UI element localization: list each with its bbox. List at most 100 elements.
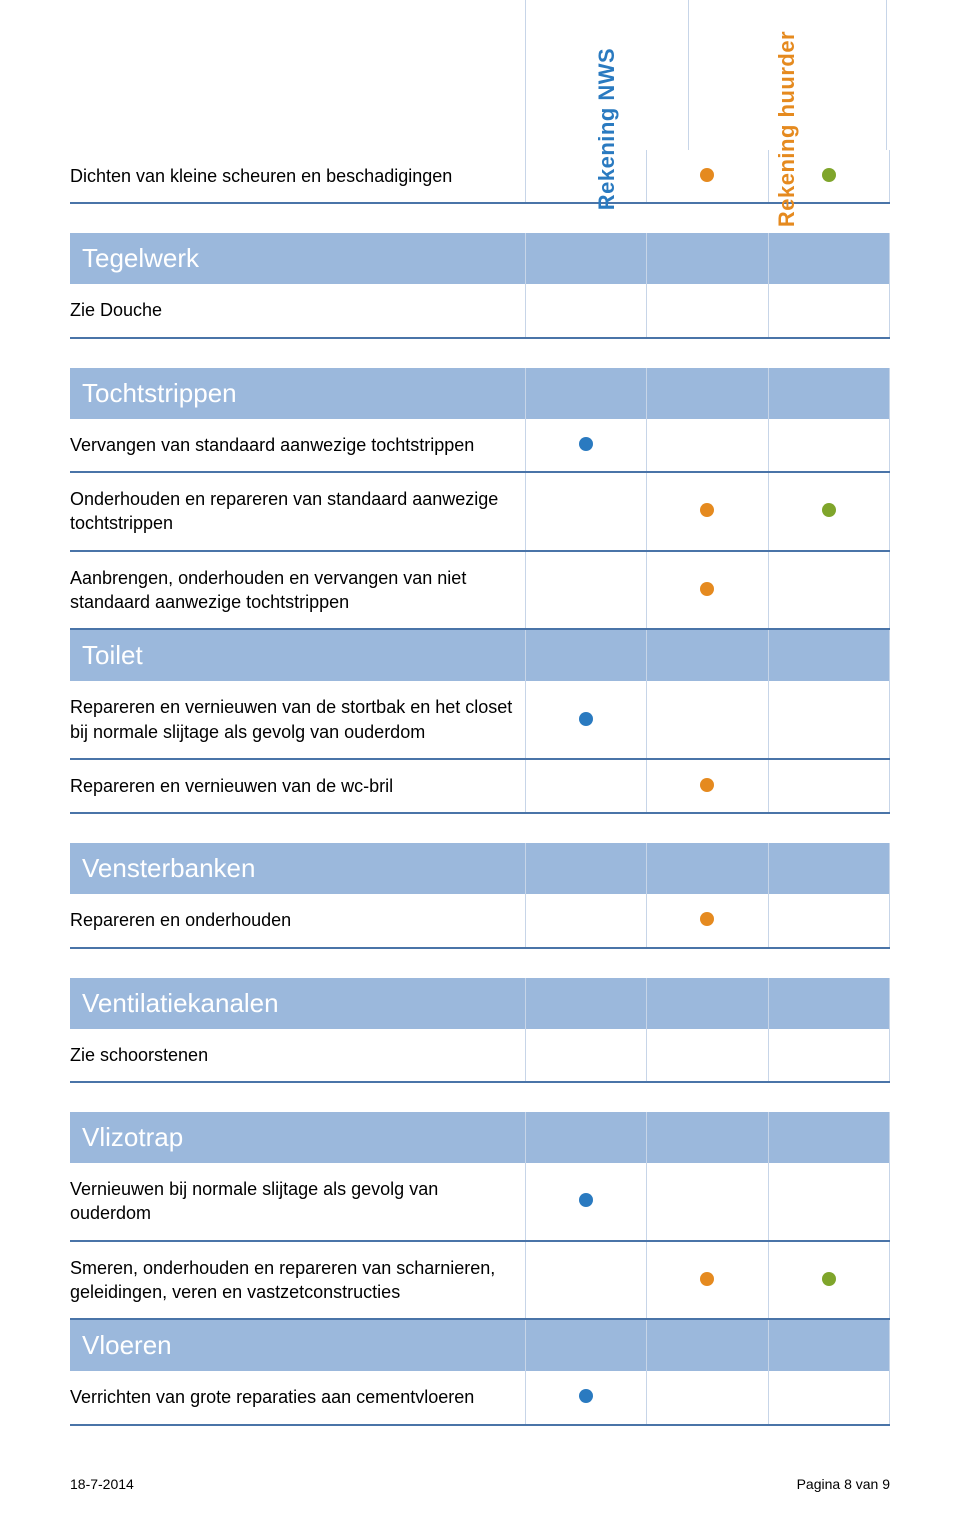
mark-cell: [768, 681, 890, 758]
row-gap: [70, 948, 890, 978]
row-description: Onderhouden en repareren van standaard a…: [70, 472, 525, 550]
mark-cell: [525, 284, 647, 336]
section-mark-cell: [768, 978, 890, 1029]
row-description: Dichten van kleine scheuren en beschadig…: [70, 150, 525, 202]
mark-cell: [768, 419, 890, 471]
table-row: Onderhouden en repareren van standaard a…: [70, 472, 890, 550]
mark-cell: [525, 472, 647, 550]
mark-cell: [768, 472, 890, 550]
section-header: Tegelwerk: [70, 233, 890, 284]
mark-cell: [647, 759, 769, 812]
column-headers: Rekening NWS Rekening huurder Service ab…: [70, 0, 890, 150]
dot-icon: [822, 168, 836, 182]
row-description: Vervangen van standaard aanwezige tochts…: [70, 419, 525, 471]
row-description: Verrichten van grote reparaties aan ceme…: [70, 1371, 525, 1423]
dot-icon: [579, 1193, 593, 1207]
mark-cell: [768, 284, 890, 336]
row-description: Zie Douche: [70, 284, 525, 336]
maintenance-table: Dichten van kleine scheuren en beschadig…: [70, 150, 890, 1426]
row-gap: [70, 1082, 890, 1112]
mark-cell: [647, 894, 769, 946]
table-row: Vernieuwen bij normale slijtage als gevo…: [70, 1163, 890, 1240]
mark-cell: [768, 894, 890, 946]
mark-cell: [768, 1029, 890, 1081]
dot-icon: [700, 503, 714, 517]
section-mark-cell: [647, 629, 769, 681]
section-header: Vloeren: [70, 1319, 890, 1371]
table-row: Zie schoorstenen: [70, 1029, 890, 1081]
mark-cell: [525, 1241, 647, 1319]
dot-icon: [579, 1389, 593, 1403]
section-title: Tegelwerk: [70, 233, 525, 284]
row-description: Repareren en vernieuwen van de wc-bril: [70, 759, 525, 812]
dot-icon: [700, 1272, 714, 1286]
table-row: Aanbrengen, onderhouden en vervangen van…: [70, 551, 890, 629]
mark-cell: [647, 1029, 769, 1081]
mark-cell: [525, 759, 647, 812]
section-title: Vloeren: [70, 1319, 525, 1371]
table-row: Repareren en vernieuwen van de wc-bril: [70, 759, 890, 812]
table-row: Zie Douche: [70, 284, 890, 336]
section-header: Vensterbanken: [70, 843, 890, 894]
mark-cell: [647, 284, 769, 336]
section-mark-cell: [647, 368, 769, 419]
section-mark-cell: [647, 843, 769, 894]
mark-cell: [525, 419, 647, 471]
section-mark-cell: [647, 978, 769, 1029]
dot-icon: [579, 712, 593, 726]
section-mark-cell: [525, 629, 647, 681]
section-header: Vlizotrap: [70, 1112, 890, 1163]
mark-cell: [647, 1371, 769, 1423]
section-header: Tochtstrippen: [70, 368, 890, 419]
row-description: Aanbrengen, onderhouden en vervangen van…: [70, 551, 525, 629]
section-mark-cell: [768, 629, 890, 681]
table-row: Repareren en onderhouden: [70, 894, 890, 946]
dot-icon: [700, 912, 714, 926]
mark-cell: [647, 419, 769, 471]
mark-cell: [525, 681, 647, 758]
section-mark-cell: [525, 1319, 647, 1371]
section-mark-cell: [768, 843, 890, 894]
mark-cell: [768, 1163, 890, 1240]
row-description: Repareren en vernieuwen van de stortbak …: [70, 681, 525, 758]
dot-icon: [700, 582, 714, 596]
row-gap: [70, 203, 890, 233]
footer-date: 18-7-2014: [70, 1476, 134, 1492]
mark-cell: [768, 1241, 890, 1319]
section-mark-cell: [768, 1319, 890, 1371]
section-mark-cell: [647, 233, 769, 284]
section-title: Toilet: [70, 629, 525, 681]
page-footer: 18-7-2014 Pagina 8 van 9: [70, 1476, 890, 1492]
dot-icon: [822, 503, 836, 517]
mark-cell: [525, 551, 647, 629]
table-row: Repareren en vernieuwen van de stortbak …: [70, 681, 890, 758]
section-title: Vensterbanken: [70, 843, 525, 894]
mark-cell: [768, 759, 890, 812]
row-gap: [70, 813, 890, 843]
mark-cell: [525, 1029, 647, 1081]
mark-cell: [768, 551, 890, 629]
section-title: Ventilatiekanalen: [70, 978, 525, 1029]
mark-cell: [647, 551, 769, 629]
section-mark-cell: [525, 368, 647, 419]
section-header: Ventilatiekanalen: [70, 978, 890, 1029]
mark-cell: [525, 150, 647, 202]
section-title: Vlizotrap: [70, 1112, 525, 1163]
mark-cell: [647, 472, 769, 550]
section-mark-cell: [647, 1112, 769, 1163]
row-description: Repareren en onderhouden: [70, 894, 525, 946]
mark-cell: [647, 150, 769, 202]
mark-cell: [525, 894, 647, 946]
row-description: Smeren, onderhouden en repareren van sch…: [70, 1241, 525, 1319]
table-row: Dichten van kleine scheuren en beschadig…: [70, 150, 890, 202]
section-mark-cell: [647, 1319, 769, 1371]
dot-icon: [579, 437, 593, 451]
footer-page: Pagina 8 van 9: [797, 1476, 890, 1492]
section-mark-cell: [768, 368, 890, 419]
mark-cell: [647, 1241, 769, 1319]
mark-cell: [647, 681, 769, 758]
col-header-nws: Rekening NWS: [594, 48, 620, 210]
mark-cell: [525, 1371, 647, 1423]
section-mark-cell: [525, 233, 647, 284]
col-header-huurder: Rekening huurder: [775, 31, 801, 227]
